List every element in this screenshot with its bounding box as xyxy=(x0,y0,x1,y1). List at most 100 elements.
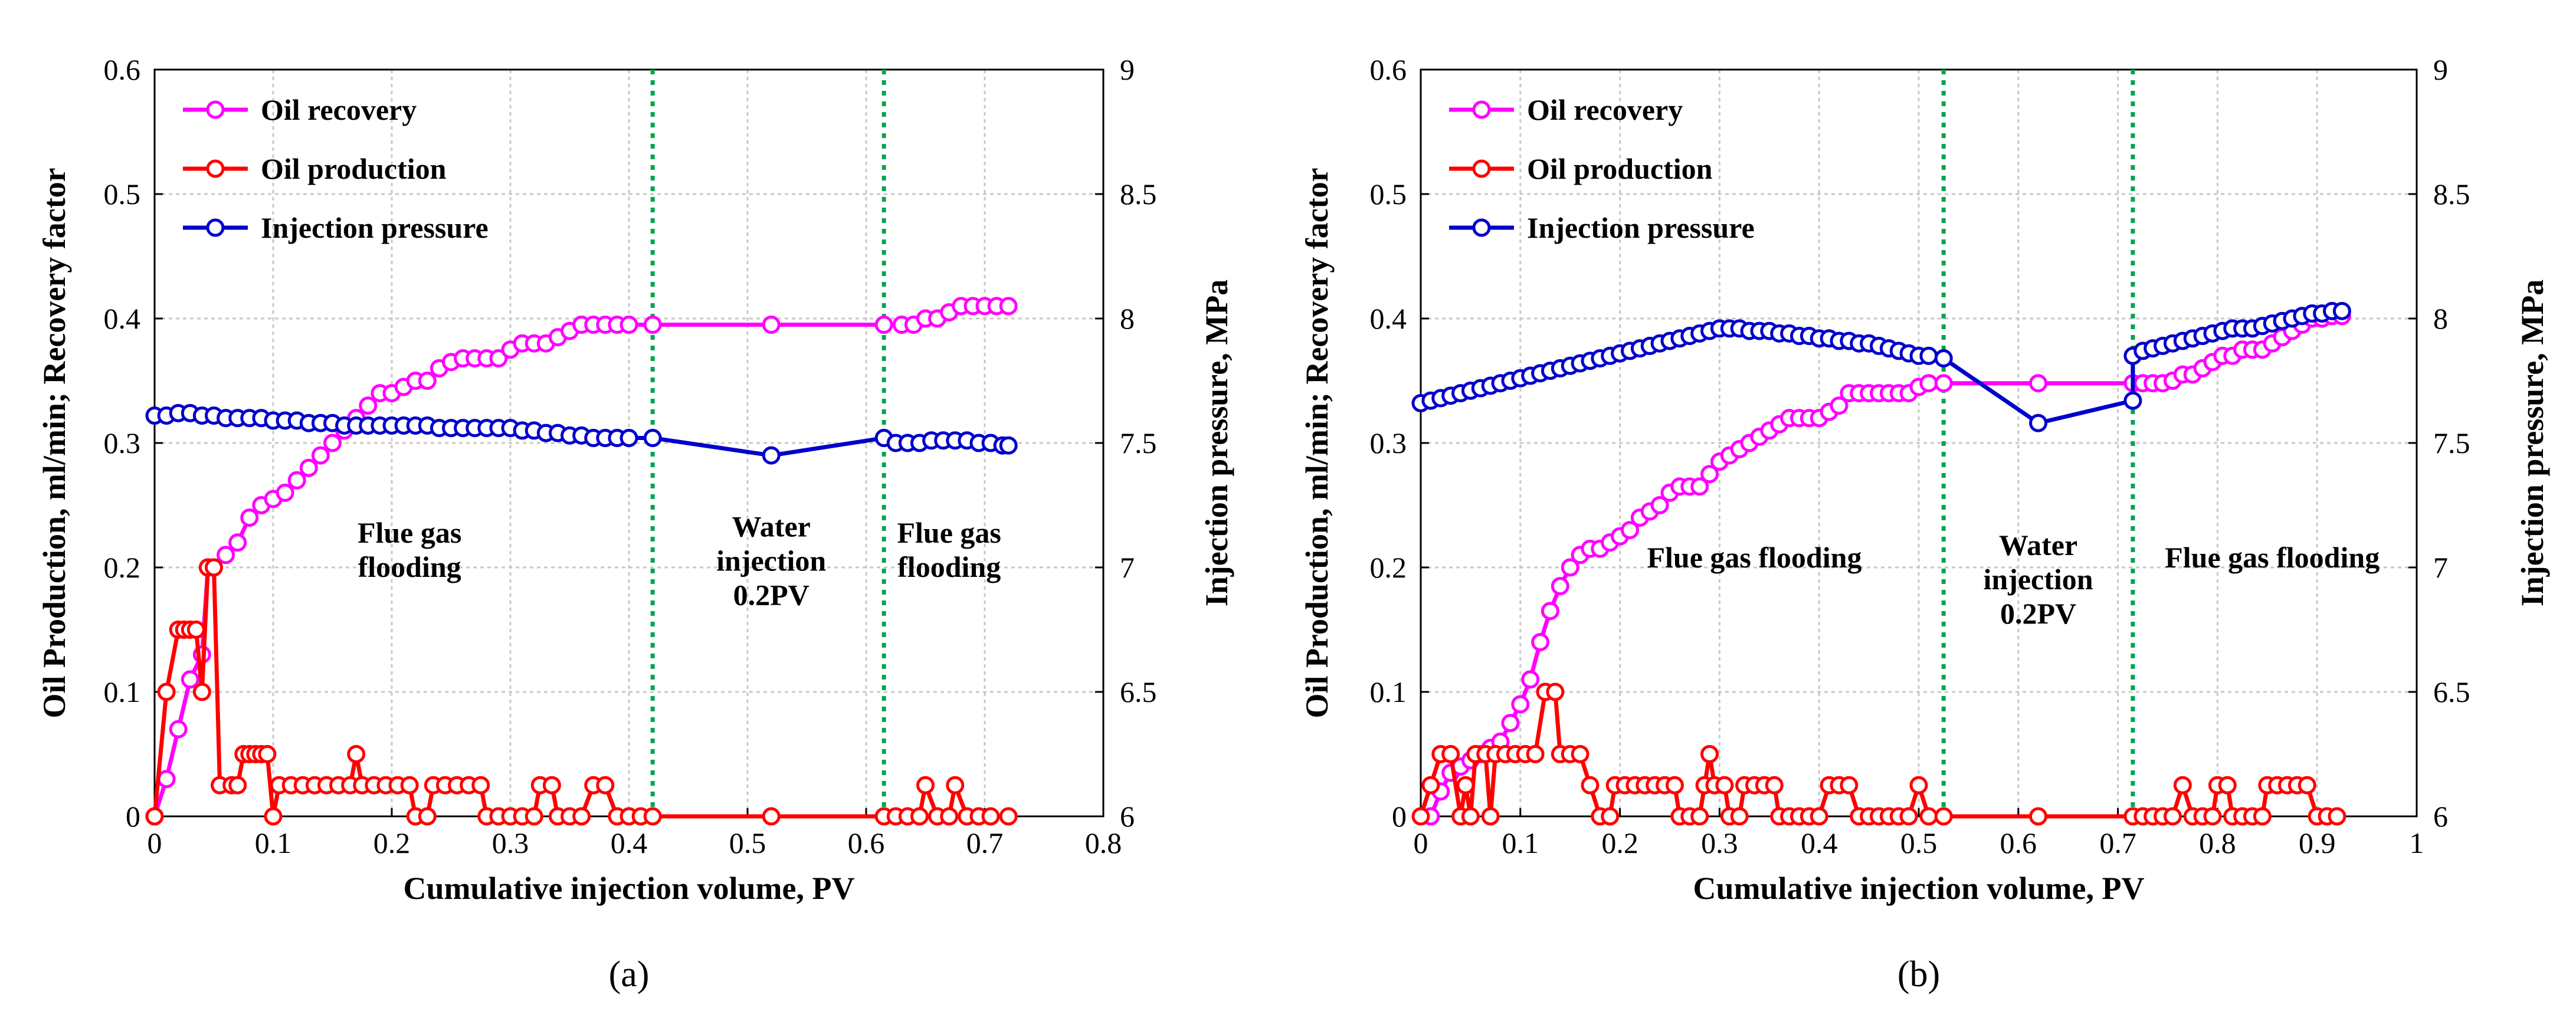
axis-ticks: 0 0.1 0.2 0.3 0.4 0.5 0.6 0.7 0.8 0 0.1 0.2 0.3 0.4 0.… xyxy=(104,53,1157,859)
data-point xyxy=(1421,776,1440,795)
stage-annotation-line: 0.2PV xyxy=(2000,597,2076,630)
data-point xyxy=(264,807,283,826)
legend: Oil recovery Oil production Injection pres… xyxy=(1449,93,1755,244)
data-point xyxy=(258,745,277,763)
data-point xyxy=(311,446,330,465)
x-tick-label: 0.5 xyxy=(1900,826,1938,859)
data-point xyxy=(940,807,959,826)
stage-annotation-line: injection xyxy=(1984,563,2093,596)
axis-ticks: 0 0.1 0.2 0.3 0.4 0.5 0.6 0.7 0.8 0.9 1 0 0.1 0.2 0.3 0… xyxy=(1370,53,2470,859)
y-left-tick-label: 0.2 xyxy=(1370,551,1407,584)
panel-a: 0 0.1 0.2 0.3 0.4 0.5 0.6 0.7 0.8 0 0.1 0.2 0.3 0.4 0.… xyxy=(37,53,1234,994)
y-left-tick-label: 0.3 xyxy=(104,426,141,459)
y-left-axis-title: Oil Production, ml/min; Recovery factor xyxy=(37,168,72,718)
series-line xyxy=(152,304,1009,818)
x-tick-label: 0.3 xyxy=(492,826,529,859)
y-right-tick-label: 9 xyxy=(2433,53,2448,86)
x-tick-label: 0.6 xyxy=(848,826,885,859)
stage-annotation-line: Water xyxy=(732,510,811,543)
y-left-tick-label: 0.1 xyxy=(1370,675,1407,708)
data-point xyxy=(762,446,781,465)
panel-label: (a) xyxy=(609,954,650,994)
data-point xyxy=(157,682,176,701)
stage-annotation-line: Water xyxy=(1999,529,2077,562)
x-tick-label: 0.7 xyxy=(966,826,1004,859)
data-point xyxy=(1441,745,1460,763)
y-right-tick-label: 8.5 xyxy=(2433,178,2470,211)
x-tick-label: 0.4 xyxy=(611,826,648,859)
y-left-tick-label: 0.5 xyxy=(104,178,141,211)
x-tick-label: 0.3 xyxy=(1701,826,1738,859)
y-left-tick-label: 0.1 xyxy=(104,675,141,708)
data-point xyxy=(1601,807,1620,826)
data-point xyxy=(1461,807,1480,826)
y-right-tick-label: 6 xyxy=(2433,800,2448,833)
data-point xyxy=(1456,776,1475,795)
gridlines xyxy=(1421,70,2417,816)
data-point xyxy=(596,776,615,795)
data-point xyxy=(1840,776,1859,795)
data-point xyxy=(643,807,662,826)
legend-swatch-marker xyxy=(206,159,225,178)
data-point xyxy=(1730,807,1749,826)
legend-swatch-marker xyxy=(1472,159,1491,178)
y-right-axis-title: Injection pressure, MPa xyxy=(1199,280,1234,606)
stage-annotation-line: 0.2PV xyxy=(733,578,809,611)
data-point xyxy=(946,776,965,795)
stage-annotation-line: Flue gas flooding xyxy=(2165,541,2380,574)
y-right-tick-label: 7.5 xyxy=(2433,426,2470,459)
data-point xyxy=(874,316,893,334)
data-point xyxy=(1650,496,1669,514)
data-point xyxy=(1531,633,1550,652)
x-axis-title: Cumulative injection volume, PV xyxy=(1693,871,2145,906)
data-point xyxy=(418,372,437,390)
data-point xyxy=(2163,807,2182,826)
data-point xyxy=(1571,745,1589,763)
data-point xyxy=(1411,807,1430,826)
data-point xyxy=(2332,301,2351,320)
data-point xyxy=(1909,776,1928,795)
data-point xyxy=(169,720,188,738)
data-point xyxy=(2173,776,2192,795)
legend-label: Injection pressure xyxy=(1527,211,1755,244)
y-right-axis-title: Injection pressure, MPa xyxy=(2515,280,2550,606)
stage-annotation: Flue gas flooding xyxy=(2165,541,2380,574)
data-point xyxy=(347,745,366,763)
data-point xyxy=(228,776,247,795)
data-point xyxy=(643,316,662,334)
data-point xyxy=(157,770,176,789)
legend-label: Oil production xyxy=(261,152,447,185)
data-point xyxy=(2029,807,2048,826)
data-point xyxy=(910,807,929,826)
data-point xyxy=(542,776,561,795)
data-point xyxy=(2029,413,2048,432)
legend-label: Oil recovery xyxy=(1527,93,1683,126)
panel-b: 0 0.1 0.2 0.3 0.4 0.5 0.6 0.7 0.8 0.9 1 0 0.1 0.2 0.3 0… xyxy=(1299,53,2550,994)
y-right-tick-label: 7 xyxy=(1120,551,1135,584)
data-point xyxy=(1765,776,1784,795)
data-point xyxy=(2328,807,2346,826)
x-tick-label: 0.8 xyxy=(1085,826,1122,859)
y-left-axis-title: Oil Production, ml/min; Recovery factor xyxy=(1299,168,1335,718)
data-point xyxy=(418,807,437,826)
data-point xyxy=(2203,807,2222,826)
legend-swatch-marker xyxy=(206,100,225,119)
data-point xyxy=(1899,807,1918,826)
y-left-tick-label: 0.3 xyxy=(1370,426,1407,459)
data-point xyxy=(1521,670,1540,689)
data-point xyxy=(620,316,638,334)
stage-annotation-line: Flue gas xyxy=(897,516,1001,549)
data-point xyxy=(471,776,490,795)
data-point xyxy=(1919,346,1938,365)
x-tick-label: 1 xyxy=(2410,826,2424,859)
data-point xyxy=(400,776,419,795)
x-tick-label: 0.9 xyxy=(2299,826,2336,859)
data-point xyxy=(1690,807,1709,826)
x-tick-label: 0.5 xyxy=(729,826,766,859)
data-point xyxy=(620,429,638,448)
x-tick-label: 0.4 xyxy=(1801,826,1838,859)
data-point xyxy=(287,471,306,490)
legend-swatch-marker xyxy=(1472,218,1491,237)
